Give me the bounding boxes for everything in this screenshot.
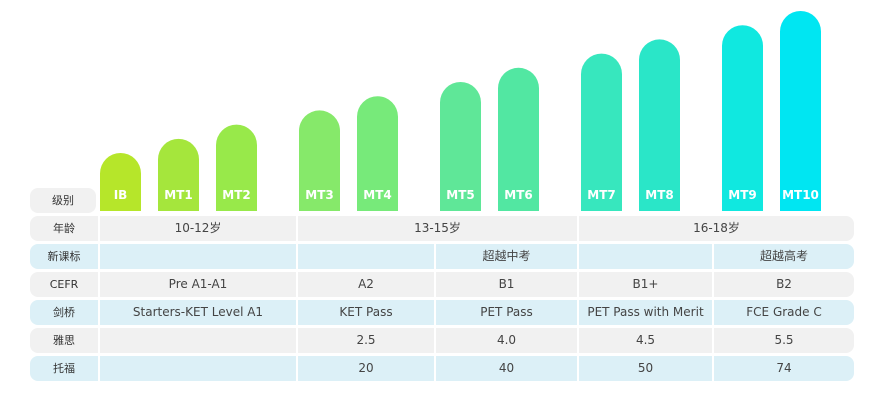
bar-mt1 [158, 138, 199, 211]
level-header-label: 级别 [52, 194, 74, 207]
column-divider [712, 356, 714, 381]
table-cell: Starters-KET Level A1 [132, 305, 264, 319]
column-divider [712, 300, 714, 325]
table-cell [100, 244, 296, 269]
table-row-curriculum: 新课标 超越中考 超越高考 [30, 244, 854, 269]
row-label: 年龄 [53, 222, 75, 235]
bar-label-mt9: MT9 [728, 188, 756, 202]
column-divider [712, 328, 714, 353]
table-cell: 4.0 [496, 333, 517, 347]
table-cell: 50 [637, 361, 654, 375]
column-divider [98, 244, 100, 269]
bar-mt8 [639, 39, 680, 212]
row-label: 托福 [53, 362, 75, 375]
bar-label-mt7: MT7 [587, 188, 615, 202]
bar-label-mt1: MT1 [164, 188, 192, 202]
table-cell: 超越中考 [482, 249, 531, 263]
table-cell: B1 [498, 277, 515, 291]
bar-ib [100, 152, 141, 211]
bar-mt4 [357, 96, 398, 211]
table-cell: 5.5 [774, 333, 794, 347]
column-divider [98, 356, 100, 381]
column-divider [98, 216, 100, 241]
table-cell: 超越高考 [759, 249, 808, 263]
table-cell [100, 356, 296, 381]
table-row-age: 年龄 10-12岁 13-15岁 16-18岁 [30, 216, 854, 241]
table-cell: PET Pass with Merit [587, 305, 704, 319]
column-divider [98, 272, 100, 297]
bar-mt9 [722, 25, 763, 212]
bar-label-mt10: MT10 [782, 188, 819, 202]
table-row-cefr: CEFR Pre A1-A1 A2 B1 B1+ B2 [30, 272, 854, 297]
table-cell: 74 [776, 361, 792, 375]
row-label: CEFR [49, 278, 79, 291]
table-cell: A2 [358, 277, 374, 291]
column-divider [296, 300, 298, 325]
column-divider [434, 300, 436, 325]
table-cell: 20 [358, 361, 374, 375]
table-cell: 16-18岁 [693, 221, 740, 235]
bar-label-mt5: MT5 [446, 188, 474, 202]
bar-label-mt8: MT8 [645, 188, 673, 202]
bar-label-ib: IB [114, 188, 128, 202]
table-cell: PET Pass [480, 305, 533, 319]
column-divider [712, 244, 714, 269]
column-divider [434, 328, 436, 353]
column-divider [98, 300, 100, 325]
bar-mt5 [440, 82, 481, 211]
level-bar-chart: IB MT1 MT2 MT3 MT4 MT5 MT6 MT7 MT8 MT9 MT10 [100, 10, 821, 212]
bar-label-mt4: MT4 [363, 188, 391, 202]
column-divider [577, 356, 579, 381]
column-divider [98, 328, 100, 353]
table-cell: 4.5 [635, 333, 656, 347]
table-row-cambridge: 剑桥 Starters-KET Level A1 KET Pass PET Pa… [30, 300, 854, 325]
column-divider [434, 244, 436, 269]
bar-label-mt6: MT6 [504, 188, 532, 202]
column-divider [296, 328, 298, 353]
table-cell: 10-12岁 [174, 221, 222, 235]
table-cell: B1+ [632, 277, 659, 291]
table-cell [579, 244, 712, 269]
bar-mt3 [299, 110, 340, 211]
column-divider [577, 244, 579, 269]
column-divider [296, 272, 298, 297]
table-cell: 2.5 [356, 333, 376, 347]
table-cell: KET Pass [339, 305, 393, 319]
table-cell: B2 [776, 277, 792, 291]
bar-label-mt2: MT2 [222, 188, 250, 202]
bar-mt2 [216, 124, 257, 211]
column-divider [577, 272, 579, 297]
table-cell: 40 [498, 361, 515, 375]
column-divider [577, 328, 579, 353]
table-cell [298, 244, 434, 269]
table-cell: 13-15岁 [414, 221, 461, 235]
column-divider [434, 272, 436, 297]
column-divider [577, 300, 579, 325]
column-divider [577, 216, 579, 241]
bar-mt6 [498, 67, 539, 211]
row-label: 新课标 [47, 250, 81, 263]
level-header-row: 级别 [30, 188, 96, 213]
column-divider [296, 244, 298, 269]
column-divider [296, 356, 298, 381]
column-divider [712, 272, 714, 297]
table-row-toefl: 托福 20 40 50 74 [30, 356, 854, 381]
bar-mt10 [780, 10, 821, 211]
row-label: 雅思 [53, 334, 75, 347]
bar-label-mt3: MT3 [305, 188, 333, 202]
table-cell: FCE Grade C [746, 305, 822, 319]
column-divider [296, 216, 298, 241]
table-cell [100, 328, 296, 353]
row-label: 剑桥 [53, 306, 75, 319]
table-row-ielts: 雅思 2.5 4.0 4.5 5.5 [30, 328, 854, 353]
bar-mt7 [581, 53, 622, 211]
table-cell: Pre A1-A1 [168, 277, 228, 291]
column-divider [434, 356, 436, 381]
